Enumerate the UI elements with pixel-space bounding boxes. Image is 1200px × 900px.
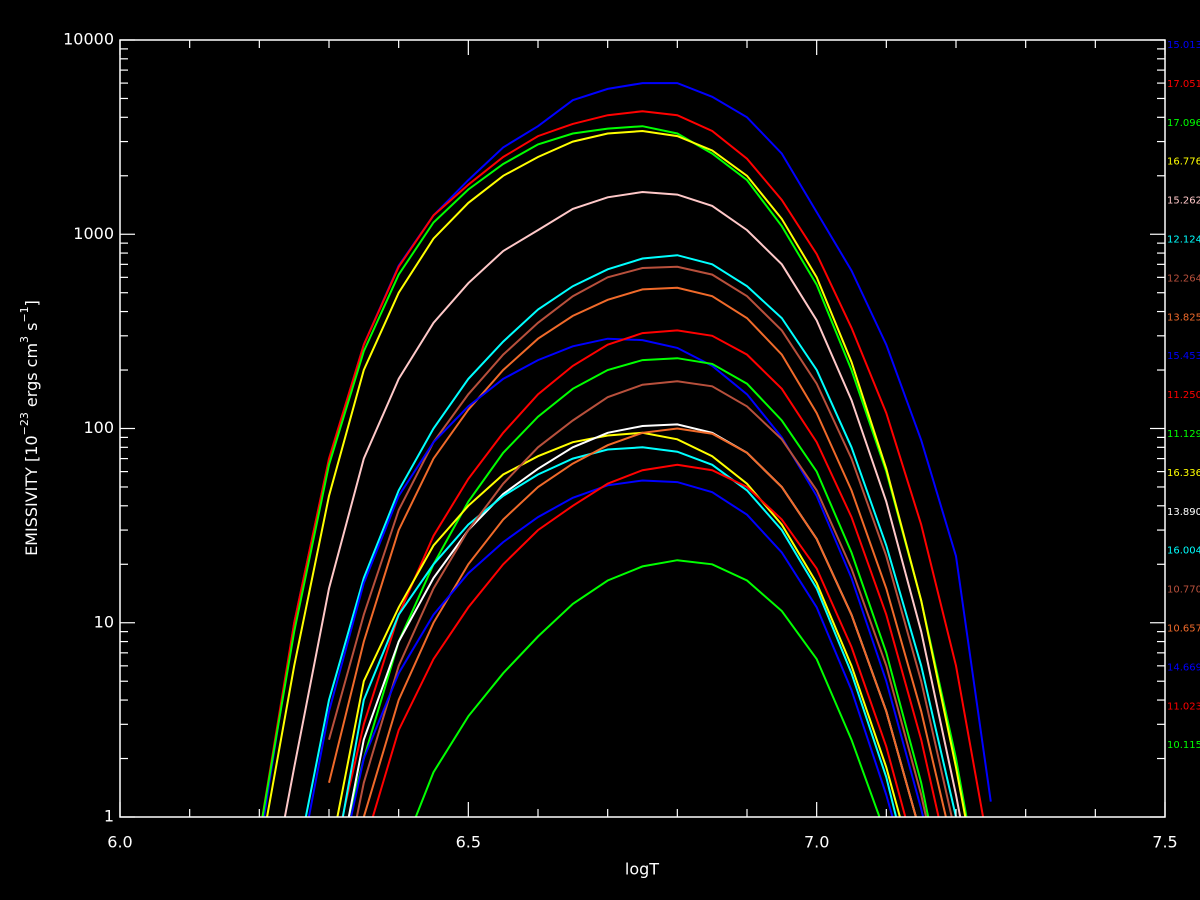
series-label: 16.336 [1167,468,1200,479]
y-axis-title-superscript: −1 [18,306,31,322]
series-line [350,479,894,817]
series-line [304,254,958,817]
series-line [341,446,898,817]
series-label: 10.115 [1167,740,1200,751]
y-axis-title-superscript: 3 [18,336,31,343]
x-tick-label: 6.5 [456,833,481,852]
x-tick-label: 6.0 [107,833,132,852]
series-label: 11.250 [1167,390,1200,401]
y-axis-title: EMISSIVITY [10−23 ergs cm3 s−1] [18,300,41,556]
series-label: 12.124 [1167,235,1200,246]
series-label: 15.453 [1167,351,1200,362]
x-tick-label: 7.5 [1152,833,1177,852]
series-line [414,559,881,817]
series-label: 17.096 [1167,118,1200,129]
y-axis-title-part: ergs cm [22,343,41,412]
series-label: 13.890 [1167,507,1200,518]
y-tick-label: 1 [104,807,114,826]
series-label: 12.264 [1167,273,1200,284]
y-axis-title-part: s [22,323,41,336]
y-tick-label: 10000 [63,30,114,49]
series-label: 16.004 [1167,546,1200,557]
series-line [328,286,947,817]
y-axis-title-superscript: −23 [18,412,31,435]
series-line [362,427,917,817]
x-tick-label: 7.0 [804,833,829,852]
plot-area [261,82,992,817]
x-axis-title: logT [625,860,659,879]
series-label: 11.023 [1167,701,1200,712]
y-axis-title-part: EMISSIVITY [10 [22,435,41,556]
series-line [261,125,968,817]
series-label: 17.051 [1167,79,1200,90]
series-line [283,190,962,817]
series-label: 16.776 [1167,157,1200,168]
series-line [266,129,967,817]
y-axis-title-part: ] [22,300,41,306]
series-label: 14.669 [1167,662,1200,673]
series-line [355,380,928,817]
series-label: 11.129 [1167,429,1200,440]
series-label: 13.825 [1167,312,1200,323]
series-line [371,463,907,817]
y-tick-label: 10 [94,612,114,631]
series-label: 15.013 [1167,40,1200,51]
series-line [336,431,901,817]
series-line [261,110,985,817]
series-label: 10.770 [1167,585,1200,596]
y-tick-label: 100 [83,418,114,437]
y-tick-label: 1000 [73,224,114,243]
series-label: 10.657 [1167,624,1200,635]
series-line [341,329,940,817]
series-label: 15.262 [1167,196,1200,207]
